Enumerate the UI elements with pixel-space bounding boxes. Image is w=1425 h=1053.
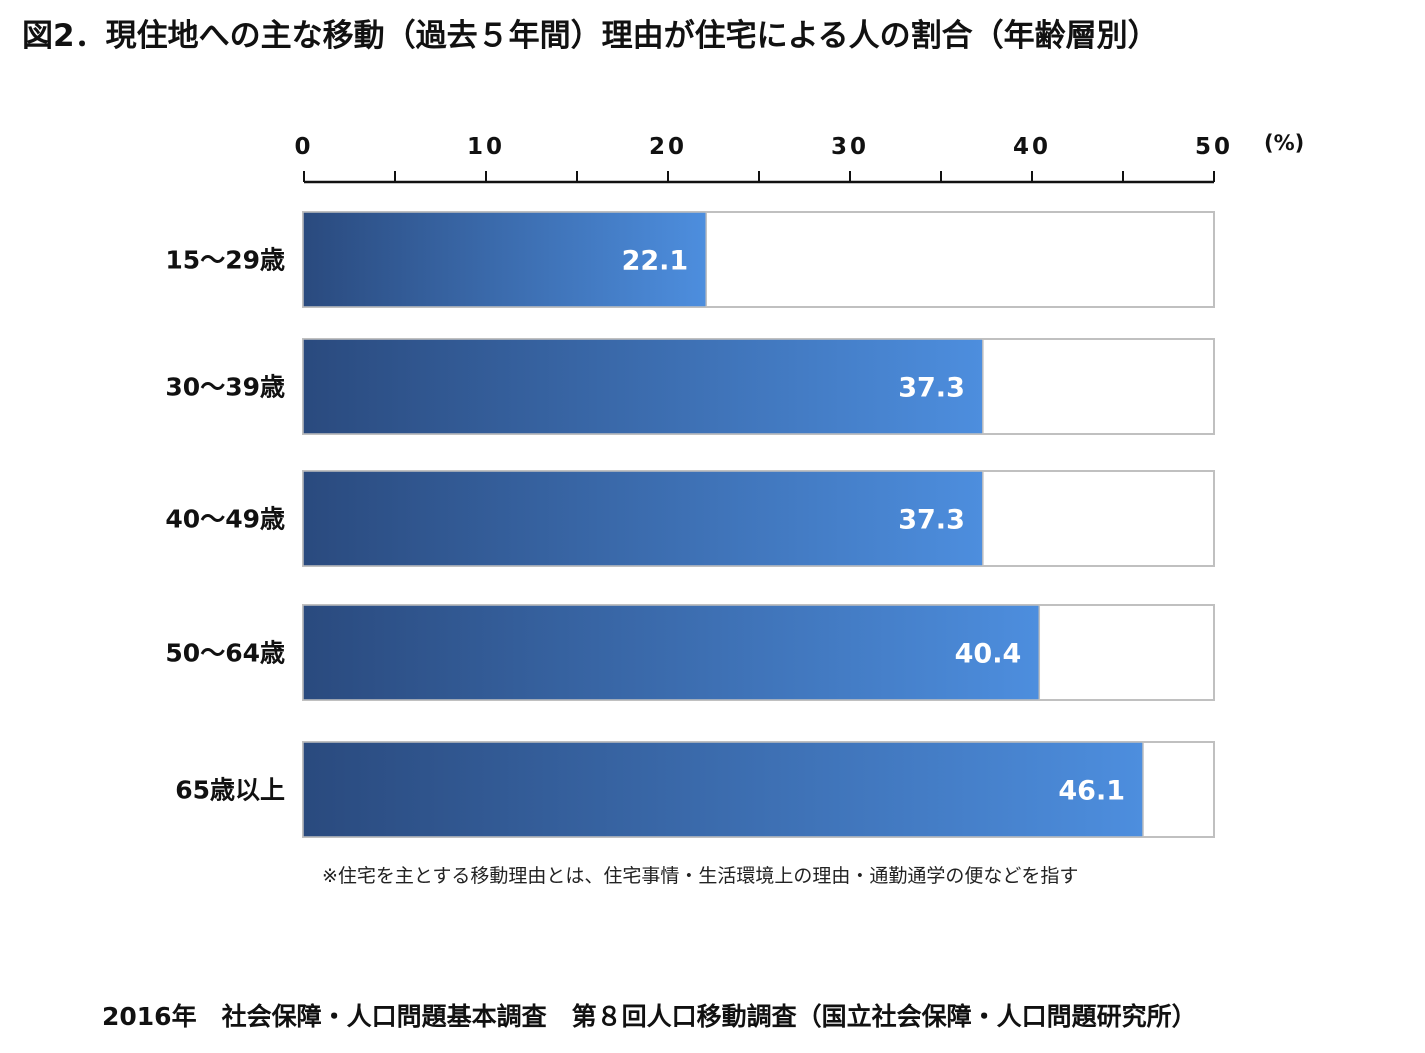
source-citation: 2016年 社会保障・人口問題基本調査 第８回人口移動調査（国立社会保障・人口問… — [102, 1002, 1197, 1031]
bar — [302, 604, 1041, 701]
category-label: 30〜39歳 — [165, 373, 285, 402]
x-tick-label: 10 — [467, 134, 505, 160]
bar — [302, 470, 984, 567]
x-axis-unit-label: (%) — [1264, 131, 1304, 155]
category-label: 50〜64歳 — [165, 639, 285, 668]
x-tick-label: 20 — [649, 134, 687, 160]
x-axis: 0 10 20 30 40 50 (%) — [294, 131, 1304, 184]
bar — [302, 741, 1144, 838]
category-label: 15〜29歳 — [165, 246, 285, 275]
x-tick-label: 30 — [831, 134, 869, 160]
x-tick-label: 50 — [1195, 134, 1233, 160]
bar-value-label: 37.3 — [898, 505, 965, 536]
footnote: ※住宅を主とする移動理由とは、住宅事情・生活環境上の理由・通勤通学の便などを指す — [322, 865, 1079, 887]
bar-value-label: 22.1 — [622, 246, 689, 277]
bar — [302, 211, 707, 308]
page-title: 図2．現住地への主な移動（過去５年間）理由が住宅による人の割合（年齢層別） — [22, 18, 1159, 54]
bars: 22.1 15〜29歳 37.3 30〜39歳 37.3 40〜49歳 40.4 50〜64歳… — [165, 211, 1215, 838]
bar-value-label: 46.1 — [1058, 776, 1125, 807]
category-label: 65歳以上 — [175, 776, 285, 805]
bar-value-label: 40.4 — [955, 639, 1022, 670]
category-label: 40〜49歳 — [165, 505, 285, 534]
x-tick-label: 40 — [1013, 134, 1051, 160]
bar — [302, 338, 984, 435]
x-tick-label: 0 — [294, 134, 313, 160]
bar-value-label: 37.3 — [898, 373, 965, 404]
